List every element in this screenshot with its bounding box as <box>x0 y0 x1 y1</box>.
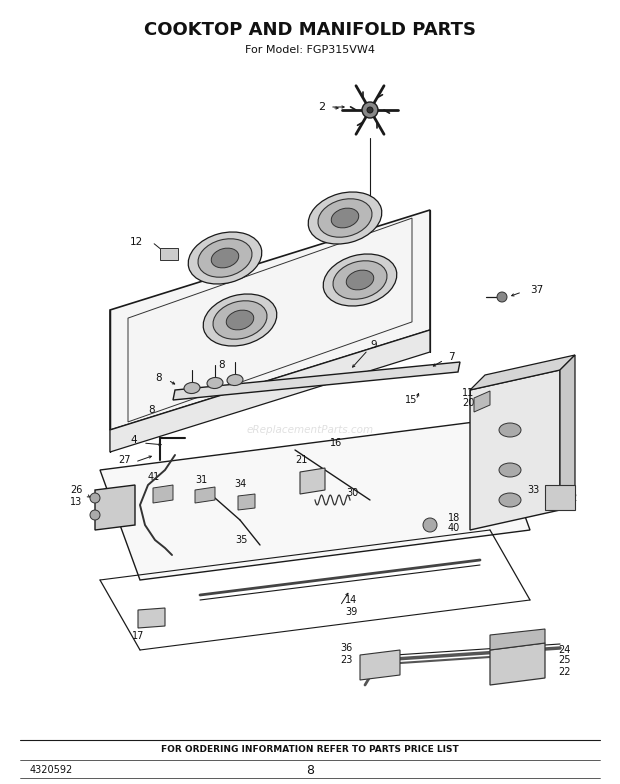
Text: For Model: FGP315VW4: For Model: FGP315VW4 <box>245 45 375 55</box>
Text: 23: 23 <box>340 655 352 665</box>
Text: 9: 9 <box>370 340 376 350</box>
Circle shape <box>367 107 373 113</box>
Ellipse shape <box>227 375 243 386</box>
Ellipse shape <box>346 270 374 290</box>
Polygon shape <box>195 487 215 503</box>
Text: 24: 24 <box>558 645 570 655</box>
Ellipse shape <box>213 301 267 339</box>
Ellipse shape <box>499 463 521 477</box>
Text: 27: 27 <box>118 455 130 465</box>
Text: 4: 4 <box>130 435 136 445</box>
Ellipse shape <box>207 377 223 389</box>
Text: 25: 25 <box>558 655 570 665</box>
Text: 16: 16 <box>330 438 342 448</box>
Text: 34: 34 <box>234 479 246 489</box>
Circle shape <box>90 493 100 503</box>
Ellipse shape <box>308 192 382 244</box>
Text: 33: 33 <box>527 485 539 495</box>
Polygon shape <box>474 391 490 412</box>
Ellipse shape <box>211 248 239 268</box>
Text: 40: 40 <box>448 523 460 533</box>
Polygon shape <box>160 248 178 260</box>
Text: FOR ORDERING INFORMATION REFER TO PARTS PRICE LIST: FOR ORDERING INFORMATION REFER TO PARTS … <box>161 746 459 754</box>
Polygon shape <box>238 494 255 510</box>
Text: 14: 14 <box>345 595 357 605</box>
Circle shape <box>497 292 507 302</box>
Polygon shape <box>545 485 575 510</box>
Text: 15: 15 <box>405 395 417 405</box>
Polygon shape <box>138 608 165 628</box>
Text: 41: 41 <box>148 472 160 482</box>
Polygon shape <box>470 355 575 390</box>
Ellipse shape <box>226 310 254 330</box>
Polygon shape <box>153 485 173 503</box>
Text: 7: 7 <box>448 352 454 362</box>
Text: 37: 37 <box>530 285 543 295</box>
Text: 39: 39 <box>345 607 357 617</box>
Text: 18: 18 <box>448 513 460 523</box>
Polygon shape <box>300 468 325 494</box>
Circle shape <box>90 510 100 520</box>
Text: COOKTOP AND MANIFOLD PARTS: COOKTOP AND MANIFOLD PARTS <box>144 21 476 39</box>
Polygon shape <box>360 650 400 680</box>
Ellipse shape <box>331 208 359 228</box>
Ellipse shape <box>188 232 262 284</box>
Polygon shape <box>560 355 575 510</box>
Text: 13: 13 <box>70 497 82 507</box>
Polygon shape <box>100 420 530 580</box>
Polygon shape <box>110 330 430 452</box>
Text: 8: 8 <box>218 360 224 370</box>
Polygon shape <box>470 370 560 530</box>
Text: eReplacementParts.com: eReplacementParts.com <box>246 425 374 435</box>
Text: 35: 35 <box>235 535 247 545</box>
Ellipse shape <box>323 254 397 306</box>
Text: 22: 22 <box>558 667 570 677</box>
Polygon shape <box>490 643 545 685</box>
Polygon shape <box>490 629 545 650</box>
Text: 12: 12 <box>130 237 143 247</box>
Circle shape <box>362 102 378 118</box>
Text: 17: 17 <box>132 631 144 641</box>
Text: 4320592: 4320592 <box>30 765 73 775</box>
Polygon shape <box>95 485 135 530</box>
Text: 20: 20 <box>462 398 474 408</box>
Text: 32: 32 <box>565 493 577 503</box>
Circle shape <box>423 518 437 532</box>
Polygon shape <box>110 210 430 430</box>
Ellipse shape <box>198 239 252 278</box>
Ellipse shape <box>499 493 521 507</box>
Text: 11: 11 <box>462 388 474 398</box>
Text: 31: 31 <box>195 475 207 485</box>
Text: 8: 8 <box>155 373 162 383</box>
Text: 8: 8 <box>306 764 314 776</box>
Ellipse shape <box>333 261 387 299</box>
Text: 8: 8 <box>148 405 154 415</box>
Text: 30: 30 <box>346 488 358 498</box>
Ellipse shape <box>184 383 200 394</box>
Text: 21: 21 <box>295 455 308 465</box>
Ellipse shape <box>318 199 372 238</box>
Text: 36: 36 <box>340 643 352 653</box>
Ellipse shape <box>203 294 277 346</box>
Text: 2: 2 <box>318 102 325 112</box>
Polygon shape <box>173 362 460 400</box>
Text: 26: 26 <box>70 485 82 495</box>
Ellipse shape <box>499 423 521 437</box>
